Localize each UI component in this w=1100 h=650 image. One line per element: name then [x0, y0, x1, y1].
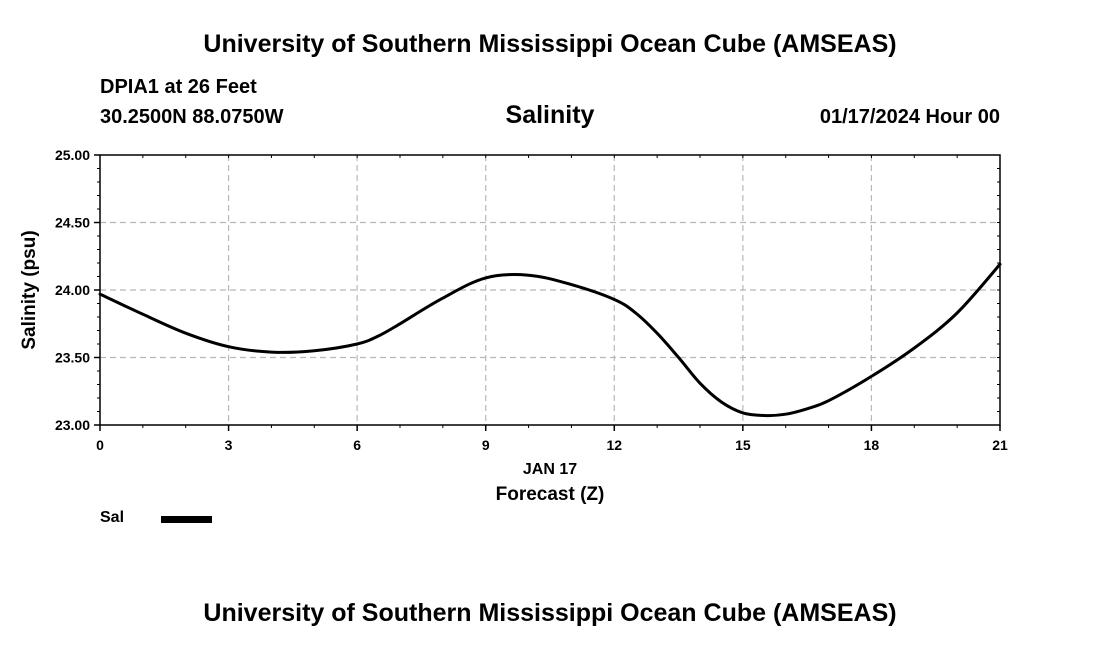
- forecast-time: 01/17/2024 Hour 00: [819, 106, 1000, 128]
- y-tick-label: 24.50: [55, 215, 90, 231]
- x-tick-label: 12: [606, 437, 622, 453]
- grid: [100, 155, 1000, 425]
- x-axis-ticks: 0 3 6 9 12 15 18 21: [96, 425, 1008, 453]
- legend-label: Sal: [100, 509, 125, 526]
- minor-ticks: [97, 154, 1001, 428]
- x-tick-label: 21: [992, 437, 1008, 453]
- header-title: University of Southern Mississippi Ocean…: [203, 30, 897, 58]
- y-axis-ticks: 23.00 23.50 24.00 24.50 25.00: [55, 147, 100, 433]
- station-name: DPIA1 at 26 Feet: [100, 76, 257, 98]
- chart-title: Salinity: [505, 101, 595, 129]
- y-axis-label: Salinity (psu): [19, 230, 40, 349]
- salinity-series-line: [98, 262, 1002, 418]
- y-tick-label: 24.00: [55, 282, 90, 298]
- x-tick-label: 0: [96, 437, 104, 453]
- x-tick-label: 9: [482, 437, 490, 453]
- y-tick-label: 23.00: [55, 417, 90, 433]
- y-tick-label: 25.00: [55, 147, 90, 163]
- x-tick-label: 15: [735, 437, 751, 453]
- footer-title: University of Southern Mississippi Ocean…: [203, 599, 897, 627]
- x-tick-label: 6: [353, 437, 361, 453]
- station-coords: 30.2500N 88.0750W: [100, 106, 284, 128]
- y-tick-label: 23.50: [55, 350, 90, 366]
- legend-swatch: [161, 516, 212, 523]
- x-axis-date-label: JAN 17: [523, 461, 577, 478]
- x-axis-label: Forecast (Z): [496, 484, 605, 505]
- x-tick-label: 3: [225, 437, 233, 453]
- x-tick-label: 18: [864, 437, 880, 453]
